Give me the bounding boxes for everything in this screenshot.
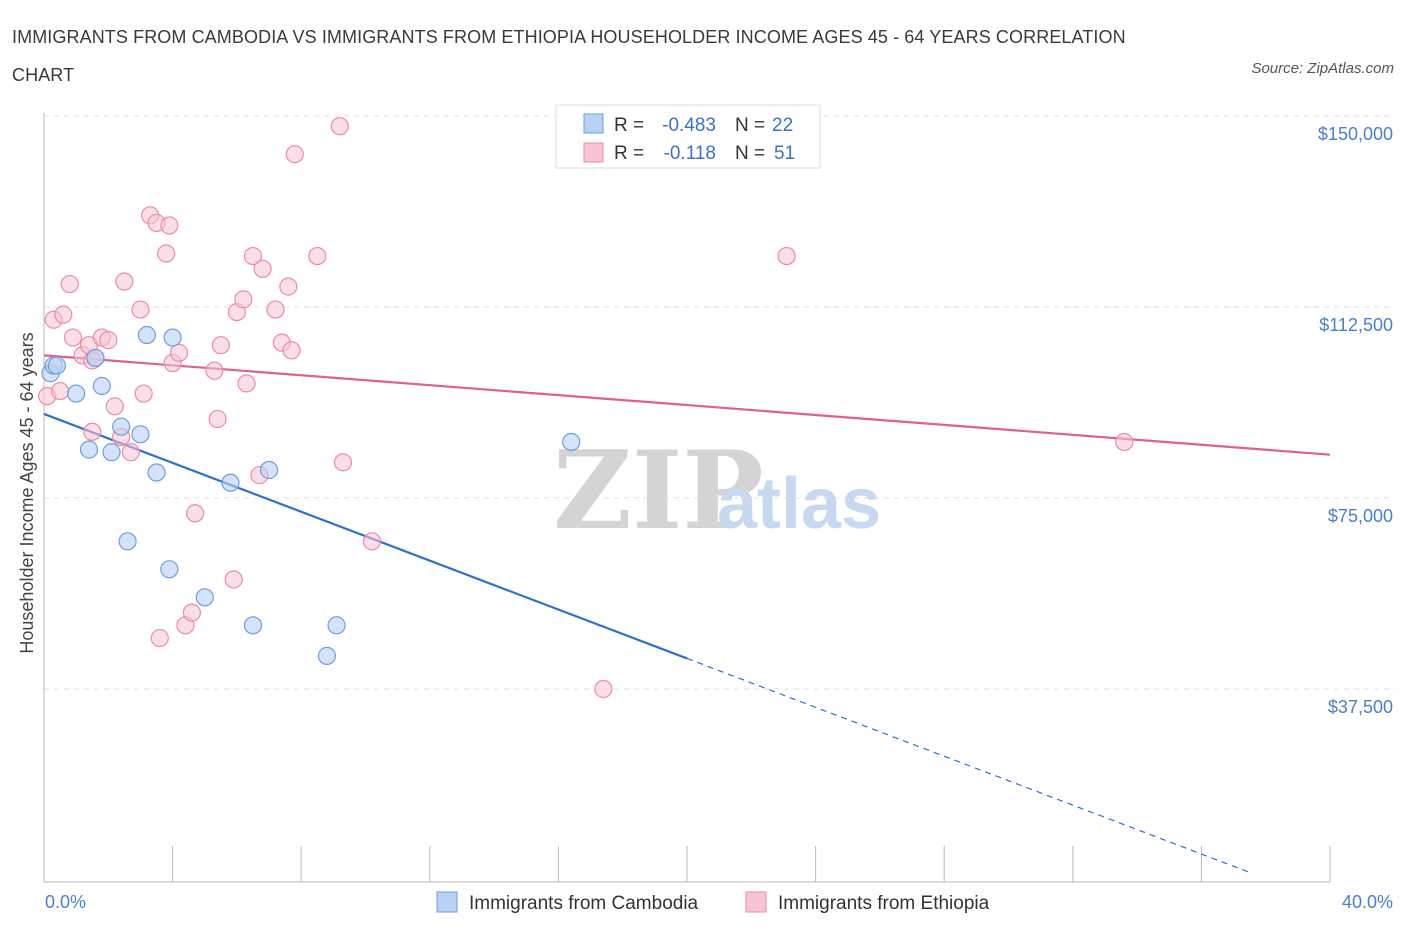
cambodia-point: [160, 560, 179, 579]
ethiopia-point: [134, 384, 153, 403]
ethiopia-point: [63, 328, 83, 347]
chart-title: IMMIGRANTS FROM CAMBODIA VS IMMIGRANTS F…: [12, 27, 1126, 85]
legend-swatch-cambodia: [583, 113, 604, 134]
ethiopia-point: [60, 274, 79, 294]
cambodia-point: [327, 616, 346, 635]
cambodia-point: [562, 432, 581, 452]
ethiopia-point: [160, 216, 179, 235]
ethiopia-point: [105, 397, 124, 416]
ethiopia-point: [282, 341, 301, 360]
cambodia-point: [47, 356, 66, 375]
cambodia-point: [79, 440, 99, 459]
ethiopia-point: [169, 343, 189, 362]
y-tick-labels: $37,500 $75,000 $112,500 $150,000: [1318, 124, 1393, 717]
gridlines: [44, 115, 1395, 690]
legend-r-value-cambodia: -0.483: [662, 115, 716, 136]
cambodia-point: [147, 463, 166, 482]
cambodia-point: [259, 460, 279, 480]
ethiopia-point: [285, 145, 304, 164]
cambodia-point: [112, 417, 131, 436]
ethiopia-point: [308, 246, 327, 266]
cambodia-points: [41, 325, 581, 665]
watermark-zip: ZIP: [553, 428, 764, 554]
ethiopia-point: [243, 246, 263, 266]
cambodia-point: [131, 425, 150, 444]
ethiopia-point: [333, 453, 353, 472]
ethiopia-point: [362, 532, 382, 551]
legend-n-label-ethiopia: N =: [735, 143, 765, 164]
legend-swatch-ethiopia: [583, 142, 604, 163]
ethiopia-point: [54, 305, 73, 324]
cambodia-point: [102, 443, 121, 462]
legend-r-label-cambodia: R =: [614, 115, 644, 136]
cambodia-point: [86, 348, 105, 368]
ethiopia-point: [205, 361, 224, 380]
ethiopia-point: [157, 244, 176, 263]
legend-r-value-ethiopia: -0.118: [664, 143, 716, 164]
x-tick-label-min: 0.0%: [45, 892, 86, 912]
ethiopia-point: [330, 117, 349, 136]
cambodia-point: [118, 532, 137, 551]
legend-n-value-ethiopia: 51: [774, 143, 795, 164]
ethiopia-point: [594, 679, 613, 699]
ethiopia-point: [150, 628, 169, 648]
ethiopia-point: [253, 259, 272, 278]
y-tick-label: $75,000: [1328, 506, 1393, 526]
x-axis-ticks: [43, 846, 1331, 882]
ethiopia-point: [83, 422, 102, 441]
ethiopia-point: [121, 443, 140, 462]
ethiopia-point: [211, 336, 230, 355]
ethiopia-point: [266, 300, 285, 319]
cambodia-point: [195, 588, 214, 607]
stats-legend: R = -0.483 N = 22 R = -0.118 N = 51: [555, 104, 821, 169]
bottom-legend-label-cambodia: Immigrants from Cambodia: [469, 893, 699, 914]
legend-n-label-cambodia: N =: [735, 115, 765, 136]
cambodia-point: [137, 325, 156, 345]
bottom-legend-swatch-cambodia: [436, 891, 458, 913]
ethiopia-trend-line: [43, 354, 1331, 456]
x-tick-label-max: 40.0%: [1342, 892, 1393, 912]
y-tick-label: $112,500: [1319, 315, 1393, 335]
cambodia-point: [67, 384, 86, 403]
ethiopia-point: [234, 290, 253, 309]
ethiopia-point: [279, 277, 298, 296]
watermark-atlas: atlas: [717, 464, 881, 544]
y-tick-label: $150,000: [1318, 124, 1393, 144]
ethiopia-point: [115, 272, 134, 291]
cambodia-point: [92, 376, 111, 396]
cambodia-point: [163, 328, 182, 347]
ethiopia-point: [1115, 432, 1134, 452]
ethiopia-point: [131, 300, 150, 319]
cambodia-point: [221, 473, 240, 492]
ethiopia-point: [186, 504, 205, 523]
bottom-legend-label-ethiopia: Immigrants from Ethiopia: [778, 893, 990, 914]
bottom-legend-swatch-ethiopia: [745, 891, 767, 913]
ethiopia-point: [208, 409, 227, 429]
cambodia-point: [243, 616, 263, 635]
ethiopia-point: [237, 374, 256, 393]
ethiopia-point: [50, 381, 70, 401]
ethiopia-point: [99, 331, 118, 350]
ethiopia-point: [182, 603, 201, 622]
y-axis-title: Householder Income Ages 45 - 64 years: [17, 332, 37, 653]
cambodia-trend-extension: [686, 657, 1250, 873]
cambodia-point: [317, 646, 337, 665]
ethiopia-points: [38, 117, 1134, 699]
legend-n-value-cambodia: 22: [772, 115, 793, 136]
ethiopia-point: [777, 246, 796, 266]
ethiopia-point: [224, 570, 243, 589]
y-tick-label: $37,500: [1328, 697, 1393, 717]
series-legend: Immigrants from Cambodia Immigrants from…: [436, 891, 990, 914]
source-label: Source: ZipAtlas.com: [1251, 60, 1394, 77]
legend-r-label-ethiopia: R =: [614, 143, 644, 164]
